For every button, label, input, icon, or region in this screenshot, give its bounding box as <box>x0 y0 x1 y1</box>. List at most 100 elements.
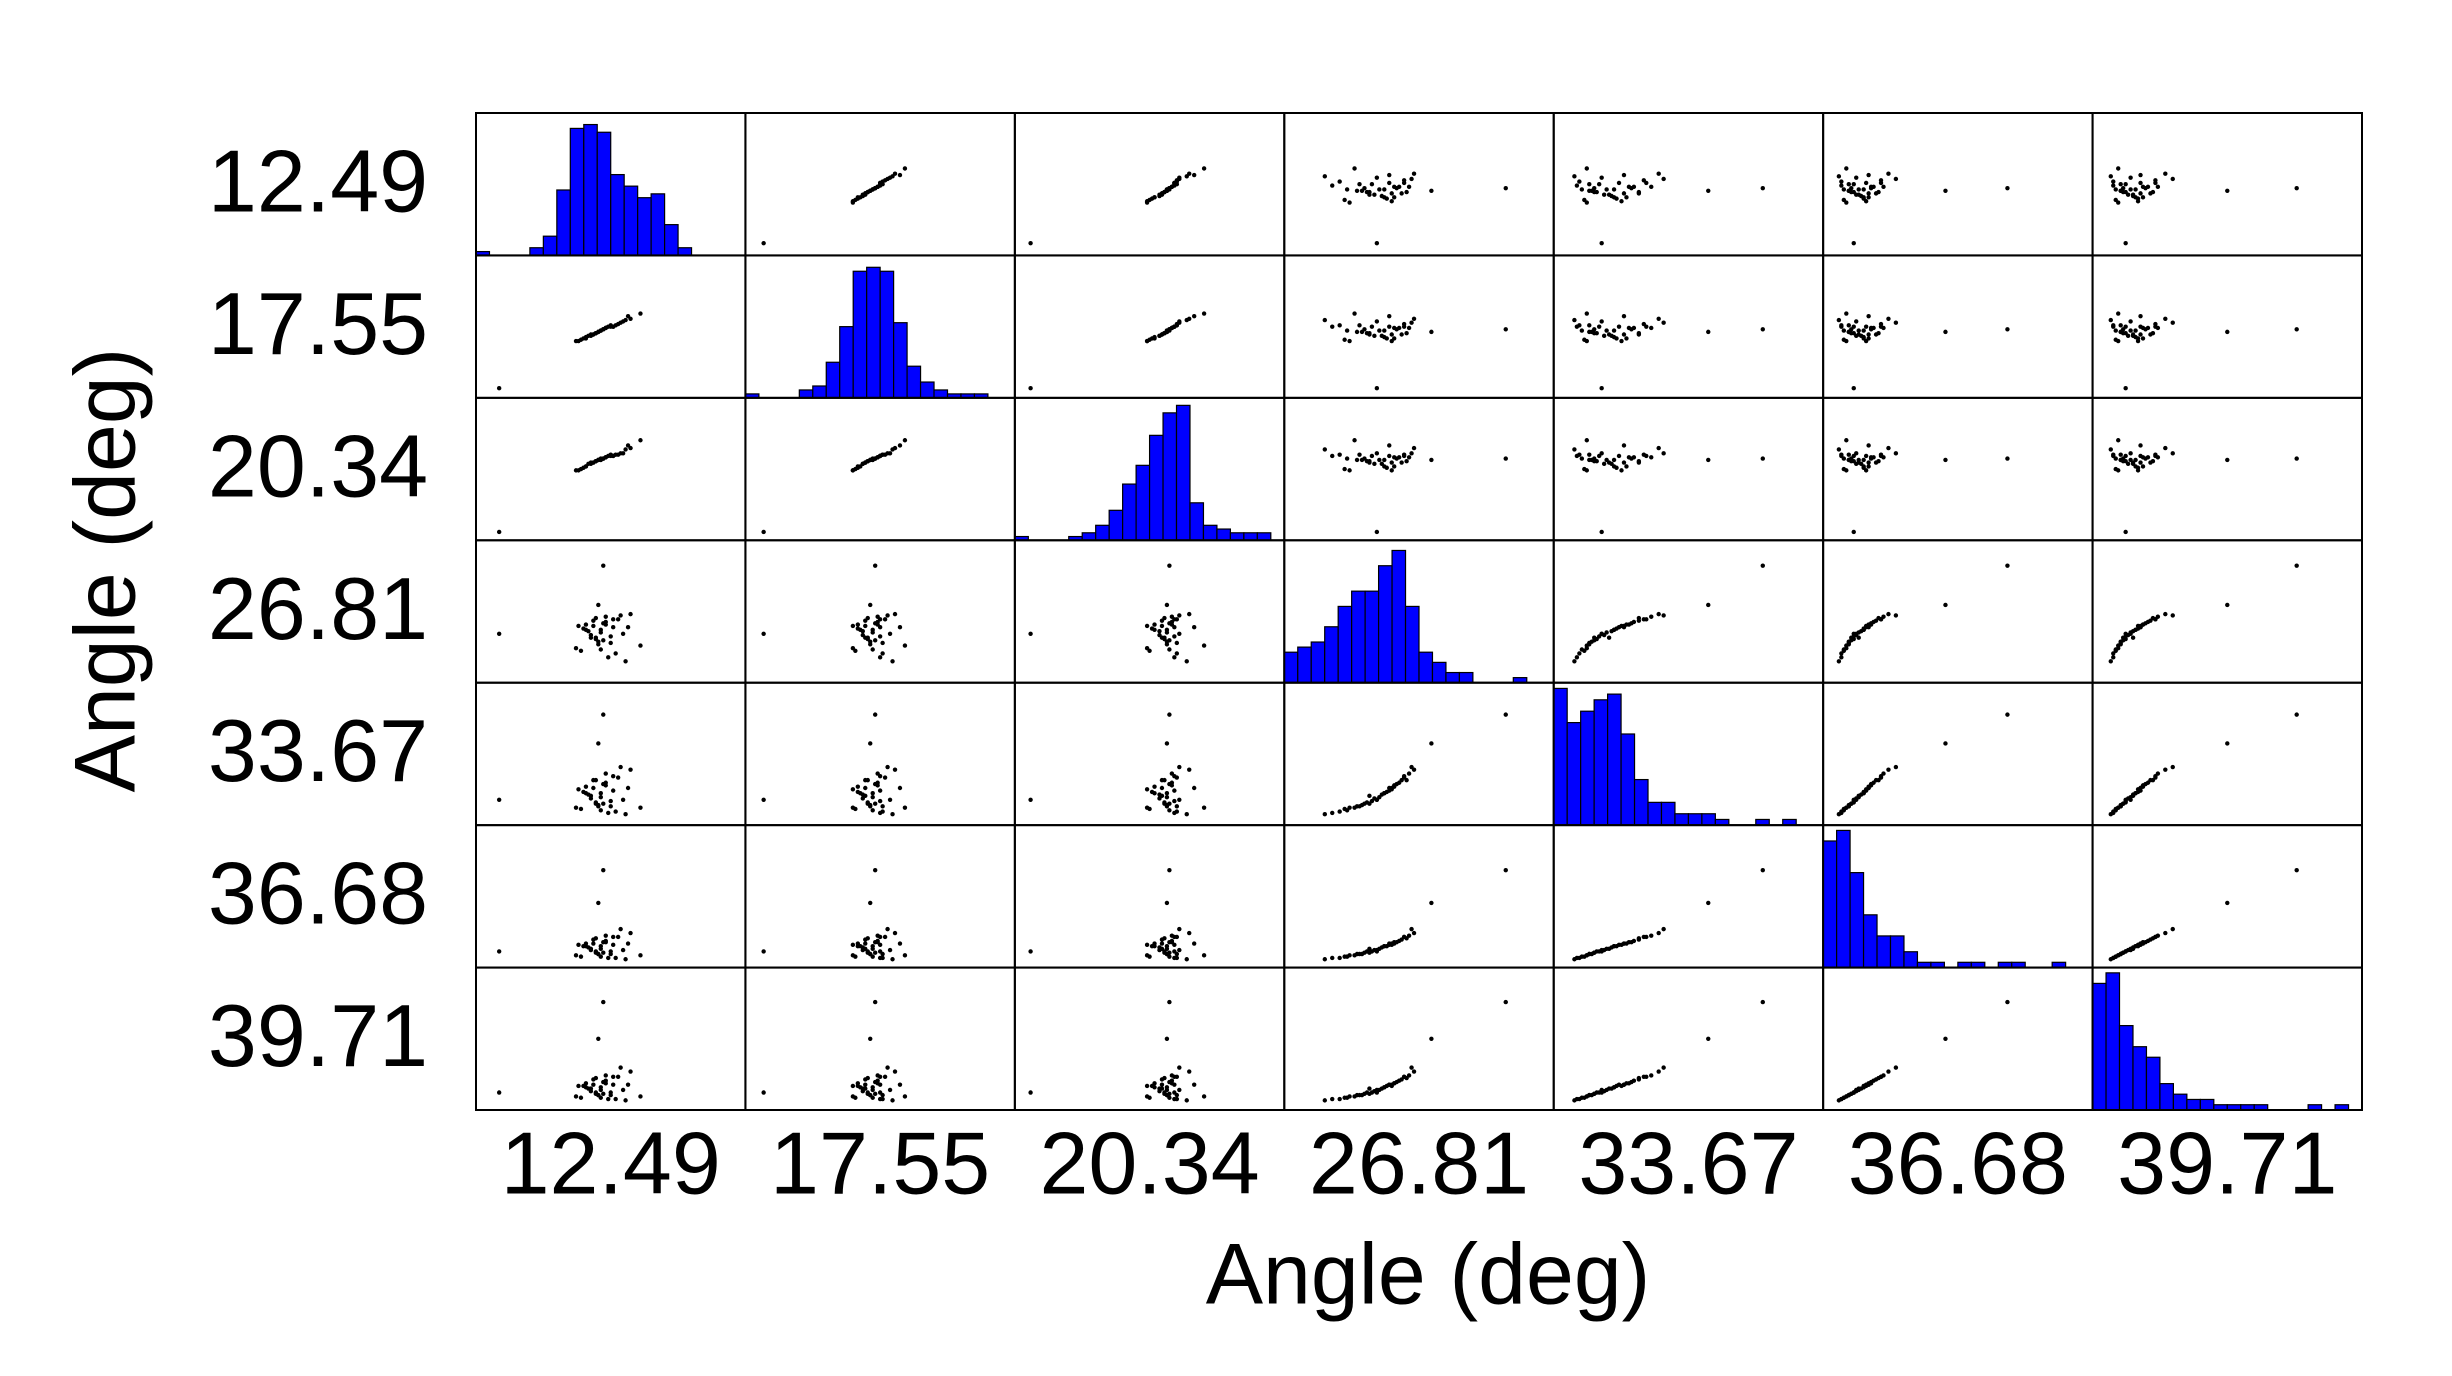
scatter-point <box>1851 529 1856 535</box>
scatter-point <box>1157 796 1162 801</box>
scatter-point <box>1878 324 1884 329</box>
scatter-point <box>608 951 613 957</box>
scatter-point <box>1851 453 1856 459</box>
scatter-point <box>1841 647 1847 652</box>
scatter-point <box>1162 330 1167 336</box>
scatter-point <box>1841 187 1847 192</box>
scatter-point <box>2133 334 2138 340</box>
scatter-point <box>1157 947 1162 953</box>
histogram-bar <box>798 389 814 399</box>
scatter-point <box>1616 453 1622 459</box>
scatter-point <box>1846 323 1851 328</box>
scatter-point <box>872 950 878 955</box>
scatter-point <box>1572 447 1577 452</box>
scatter-point <box>1157 628 1162 634</box>
scatter-point <box>593 1091 599 1097</box>
scatter-point <box>1337 809 1342 814</box>
scatter-point <box>877 788 883 793</box>
scatter-point <box>1144 805 1150 810</box>
scatter-point <box>1392 325 1397 331</box>
scatter-point <box>1187 767 1192 772</box>
histogram-bar <box>933 389 949 399</box>
scatter-point <box>1851 182 1856 187</box>
scatter-point <box>1389 191 1394 196</box>
scatter-point <box>1873 191 1879 196</box>
scatter-point <box>1374 451 1380 456</box>
scatter-point <box>1661 451 1666 456</box>
scatter-point <box>601 456 606 461</box>
scatter-point <box>578 954 584 959</box>
scatter-point <box>885 451 890 456</box>
scatter-point <box>1866 332 1871 337</box>
scatter-point <box>2116 643 2121 648</box>
scatter-point <box>1839 179 1844 184</box>
scatter-point <box>897 1082 903 1087</box>
scatter-point <box>1167 1095 1172 1100</box>
scatter-point <box>2138 625 2143 630</box>
scatter-point <box>1382 943 1387 949</box>
histogram-bar <box>2118 1024 2134 1111</box>
scatter-point <box>1644 453 1649 459</box>
scatter-point <box>1352 1094 1357 1099</box>
scatter-point <box>1382 195 1387 200</box>
scatter-point <box>870 954 875 959</box>
panel-frame <box>475 396 747 542</box>
scatter-point <box>583 791 589 796</box>
scatter-point <box>872 999 878 1005</box>
scatter-point <box>1167 647 1172 652</box>
scatter-point <box>1503 999 1508 1005</box>
scatter-point <box>877 655 883 660</box>
scatter-point <box>1177 613 1182 618</box>
scatter-point <box>606 1096 611 1102</box>
scatter-point <box>1144 338 1150 344</box>
scatter-point <box>613 1096 618 1102</box>
scatter-point <box>1611 1085 1617 1090</box>
scatter-point <box>2120 189 2126 195</box>
scatter-point <box>1367 1091 1372 1097</box>
histogram-bar <box>1593 699 1609 826</box>
scatter-point <box>1344 808 1350 813</box>
panel-frame <box>2091 681 2364 827</box>
scatter-point <box>1599 319 1604 324</box>
scatter-point <box>1619 468 1624 473</box>
scatter-point <box>1374 529 1380 535</box>
scatter-point <box>1579 328 1585 333</box>
scatter-point <box>2108 447 2113 452</box>
scatter-point <box>2125 333 2131 339</box>
scatter-point <box>591 785 596 791</box>
scatter-point <box>2113 954 2118 959</box>
scatter-point <box>1174 651 1180 656</box>
scatter-point <box>601 801 606 806</box>
scatter-point <box>1330 324 1335 329</box>
scatter-point <box>2225 329 2230 335</box>
scatter-point <box>860 1088 865 1094</box>
scatter-point <box>1649 1073 1654 1078</box>
scatter-point <box>2116 438 2121 443</box>
scatter-point <box>870 791 875 796</box>
scatter-point <box>623 317 628 323</box>
panel-frame <box>1013 539 1286 684</box>
scatter-point <box>2153 617 2158 622</box>
scatter-point <box>1592 950 1597 955</box>
scatter-point <box>1152 943 1157 949</box>
scatter-point <box>880 804 885 809</box>
scatter-point <box>1028 949 1033 954</box>
scatter-point <box>1159 623 1165 629</box>
scatter-point <box>1626 940 1632 945</box>
scatter-point <box>1656 316 1661 321</box>
scatter-point <box>1706 188 1711 193</box>
histogram-bar <box>852 270 868 399</box>
scatter-point <box>2116 166 2121 171</box>
panel-frame <box>2091 396 2364 542</box>
panel-frame <box>1283 396 1555 542</box>
scatter-point <box>863 618 868 623</box>
scatter-point <box>618 613 623 618</box>
histogram-bar <box>1256 532 1272 541</box>
x-axis-title: Angle (deg) <box>1206 1227 1651 1323</box>
scatter-point <box>885 613 890 618</box>
scatter-point <box>1649 325 1654 331</box>
scatter-point <box>1354 329 1360 335</box>
scatter-point <box>1392 783 1397 788</box>
scatter-point <box>588 1088 594 1094</box>
scatter-point <box>606 655 611 660</box>
